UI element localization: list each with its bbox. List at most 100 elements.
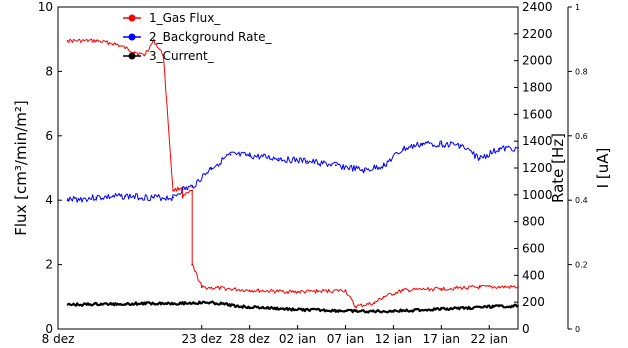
- y-right-tick-label: 1000: [522, 188, 553, 202]
- series-2-point: [421, 143, 424, 145]
- y-outer-tick-label: 1: [575, 3, 580, 12]
- y-left-axis-label: Flux [cm³/min/m²]: [12, 100, 30, 236]
- series-1-point: [133, 51, 136, 53]
- x-tick-label: 17 jan: [423, 332, 460, 344]
- series-2-point: [459, 144, 462, 147]
- y-right-tick-label: 2000: [522, 54, 553, 68]
- x-tick-label: 12 jan: [375, 332, 412, 344]
- series-1-point: [162, 54, 165, 57]
- series-line-2: [67, 140, 518, 203]
- series-2-point: [95, 196, 98, 199]
- y-right-tick-label: 200: [522, 295, 545, 309]
- y-left-tick-label: 10: [38, 0, 53, 14]
- series-3-point: [152, 302, 155, 305]
- series-3-point: [181, 302, 184, 305]
- legend-marker-2: [128, 33, 136, 41]
- y-outer-tick-label: 0.2: [575, 261, 588, 270]
- series-2-point: [497, 148, 500, 151]
- series-2-point: [363, 169, 366, 172]
- series-3-point: [210, 301, 213, 304]
- legend-marker-1: [128, 14, 136, 22]
- series-2-point: [229, 153, 232, 156]
- series-2-point: [517, 147, 519, 149]
- series-2-point: [440, 143, 443, 145]
- y-left-tick-label: 2: [45, 258, 53, 272]
- legend-label-2: 2_Background Rate_: [149, 30, 273, 44]
- y-left-tick-label: 4: [45, 193, 53, 207]
- series-3-point: [124, 303, 126, 305]
- series-2-point: [152, 196, 155, 199]
- series-1-point: [382, 295, 385, 298]
- legend-label-1: 1_Gas Flux_: [149, 11, 221, 25]
- y-right-axis-label: Rate [Hz]: [549, 133, 567, 203]
- series-2-point: [402, 148, 404, 151]
- y-right-tick-label: 1600: [522, 107, 553, 121]
- series-1-point: [373, 302, 376, 305]
- x-tick-label: 23 dez: [182, 332, 222, 344]
- y-right-tick-label: 1400: [522, 134, 553, 148]
- y-right-tick-label: 0: [522, 322, 530, 336]
- y-right-tick-label: 600: [522, 242, 545, 256]
- y-left-tick-label: 8: [45, 64, 53, 78]
- y-right-tick-label: 1800: [522, 81, 553, 95]
- y-right-tick-label: 2400: [522, 0, 553, 14]
- series-2-point: [335, 164, 337, 167]
- legend-label-3: 3_Current_: [149, 49, 215, 63]
- series-2-point: [306, 160, 309, 163]
- x-tick-label: 07 jan: [327, 332, 364, 344]
- series-1-point: [191, 189, 194, 192]
- y-right-tick-label: 400: [522, 268, 545, 282]
- y-right-tick-label: 800: [522, 215, 545, 229]
- series-3-point: [354, 310, 356, 313]
- series-3-point: [267, 307, 270, 309]
- x-tick-label: 22 jan: [471, 332, 508, 344]
- legend-layer: 1_Gas Flux_ 2_Background Rate_ 3_Current_: [123, 11, 273, 63]
- series-2-point: [478, 157, 481, 160]
- y-left-tick-label: 0: [45, 322, 53, 336]
- series-3-point: [95, 303, 98, 306]
- series-2-point: [124, 195, 126, 198]
- series-line-3: [67, 300, 519, 314]
- series-1-point: [191, 263, 194, 266]
- series-1-point: [478, 286, 481, 288]
- series-3-point: [411, 309, 414, 312]
- series-2-point: [172, 196, 174, 199]
- x-tick-label: 02 jan: [279, 332, 316, 344]
- series-3-point: [239, 305, 242, 308]
- series-1-point: [200, 286, 203, 288]
- series-1-point: [517, 286, 519, 288]
- series-1-point: [344, 289, 347, 292]
- series-3-point: [497, 305, 500, 308]
- labels-layer: 8 dez 23 dez 28 dez 02 jan 07 jan 12 jan 17 ja…: [12, 0, 612, 346]
- y-right-tick-label: 1200: [522, 161, 553, 175]
- series-3-point: [296, 308, 299, 311]
- series-3-point: [382, 310, 385, 313]
- series-1-point: [172, 189, 174, 192]
- series-1-point: [181, 196, 184, 198]
- series-2-point: [191, 185, 194, 188]
- series-3-point: [517, 304, 519, 307]
- series-1-point: [66, 39, 69, 42]
- series-line-1: [67, 38, 519, 309]
- series-2-point: [277, 157, 280, 160]
- series-1-point: [152, 39, 155, 42]
- series-3-point: [66, 304, 69, 306]
- series-2-point: [382, 164, 385, 167]
- series-1-point: [402, 289, 404, 292]
- y-right-tick-label: 2200: [522, 27, 553, 41]
- series-2-point: [66, 199, 69, 202]
- series-2-point: [248, 155, 251, 157]
- y-outer-tick-label: 0.6: [575, 132, 588, 141]
- series-1-point: [143, 54, 146, 57]
- series-2-point: [210, 167, 213, 169]
- x-tick-label: 8 dez: [42, 332, 75, 344]
- y-outer-tick-label: 0.8: [575, 67, 588, 76]
- x-tick-label: 28 dez: [229, 332, 269, 344]
- series-3-point: [440, 308, 443, 310]
- series-1-point: [248, 289, 251, 292]
- y-outer-axis-label: I [uA]: [594, 148, 612, 189]
- series-1-point: [296, 291, 299, 293]
- series-1-point: [114, 43, 117, 45]
